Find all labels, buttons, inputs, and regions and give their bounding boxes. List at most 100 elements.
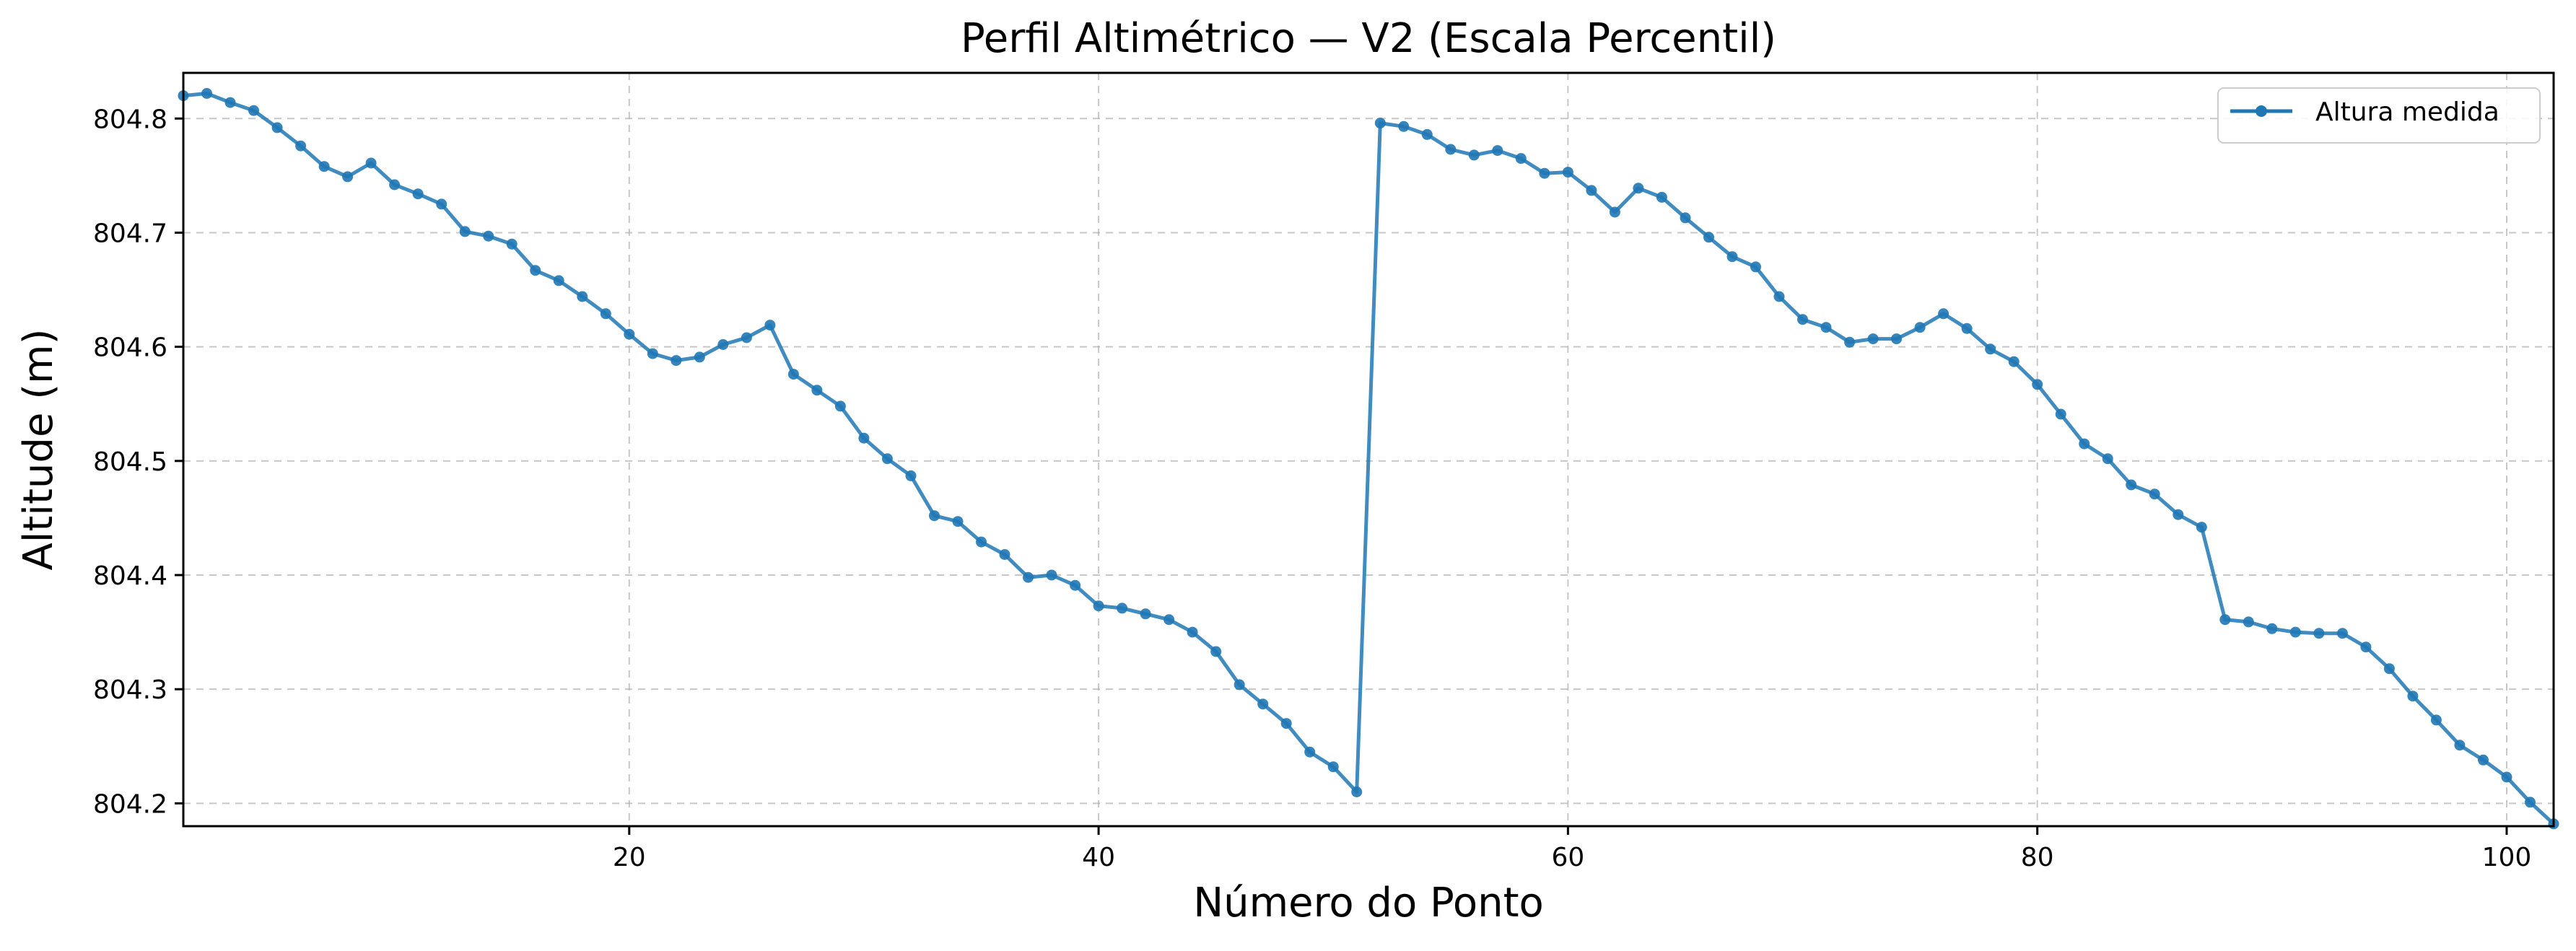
data-point <box>2008 356 2020 367</box>
data-point <box>2407 691 2419 702</box>
data-point <box>1680 212 1691 224</box>
y-tick-label: 804.3 <box>93 675 167 705</box>
data-point <box>647 348 658 359</box>
data-point <box>1750 261 1761 273</box>
data-point <box>295 140 307 152</box>
data-point <box>2501 771 2512 783</box>
data-point <box>1093 600 1104 612</box>
data-point <box>881 453 893 465</box>
data-point <box>1280 718 1292 729</box>
data-point <box>271 122 283 133</box>
data-point <box>2079 438 2090 450</box>
data-point <box>1070 579 1081 591</box>
data-point <box>1351 786 1363 797</box>
data-point <box>1515 153 1527 165</box>
data-point <box>1985 343 1996 355</box>
data-point <box>483 230 494 242</box>
data-point <box>1140 608 1151 620</box>
y-tick-label: 804.8 <box>93 105 167 134</box>
chart-title: Perfil Altimétrico — V2 (Escala Percenti… <box>961 15 1776 62</box>
data-point <box>1257 698 1269 710</box>
data-point <box>318 161 330 172</box>
y-tick-label: 804.2 <box>93 789 167 819</box>
data-point <box>1891 333 1903 345</box>
data-point <box>999 549 1010 560</box>
data-point <box>2055 408 2066 420</box>
legend-marker-sample <box>2256 105 2267 117</box>
data-point <box>929 510 940 522</box>
y-tick-label: 804.4 <box>93 561 167 591</box>
data-point <box>201 88 212 99</box>
grid <box>183 73 2554 826</box>
data-point <box>530 265 541 276</box>
data-point <box>1562 167 1573 178</box>
data-point <box>2454 740 2466 751</box>
data-point <box>600 308 611 320</box>
data-point <box>2430 714 2442 726</box>
x-tick-label: 40 <box>1082 843 1115 872</box>
data-point <box>1374 118 1386 129</box>
data-point <box>2478 754 2489 766</box>
data-point <box>1938 308 1950 320</box>
data-point <box>224 97 236 108</box>
data-point <box>1046 569 1057 581</box>
y-axis-ticks: 804.2 804.3 804.4 804.5 804.6 804.7 804.8 <box>93 105 183 819</box>
data-point <box>1445 144 1457 155</box>
data-point <box>1726 251 1738 263</box>
x-tick-label: 100 <box>2482 843 2532 872</box>
data-point <box>1797 314 1808 325</box>
legend-label: Altura medida <box>2315 97 2499 127</box>
data-point <box>787 369 799 380</box>
x-tick-label: 80 <box>2021 843 2054 872</box>
data-point <box>1633 183 1644 194</box>
data-point <box>1023 571 1034 583</box>
data-point <box>389 179 401 190</box>
data-point <box>1468 149 1480 161</box>
y-tick-label: 804.7 <box>93 219 167 248</box>
data-point <box>1867 333 1879 345</box>
data-point <box>1703 232 1714 243</box>
data-point <box>1163 614 1175 626</box>
data-point <box>1539 167 1550 179</box>
data-point <box>2032 379 2043 390</box>
x-axis-label: Número do Ponto <box>1193 880 1544 926</box>
data-point <box>1961 323 1973 334</box>
data-point <box>1234 679 1245 691</box>
data-point <box>1914 322 1926 333</box>
data-point <box>976 536 987 548</box>
data-point <box>2173 509 2184 520</box>
data-point <box>577 291 588 302</box>
data-point <box>2196 522 2207 533</box>
data-point <box>624 328 635 340</box>
data-point <box>1773 291 1785 302</box>
data-point <box>717 339 729 350</box>
data-point <box>1656 191 1667 203</box>
data-point <box>1327 761 1339 773</box>
legend: Altura medida <box>2217 87 2541 144</box>
data-point <box>741 332 752 343</box>
data-point <box>342 171 354 183</box>
data-point <box>811 385 823 396</box>
x-axis-ticks: 20 40 60 80 100 <box>613 826 2531 872</box>
data-point <box>2336 628 2348 639</box>
x-tick-label: 20 <box>613 843 646 872</box>
data-point <box>2360 641 2372 653</box>
data-point <box>2313 628 2325 639</box>
data-point <box>694 351 705 363</box>
data-point <box>2126 479 2137 491</box>
data-point <box>459 226 471 237</box>
data-point <box>905 470 917 481</box>
data-point <box>1586 185 1597 196</box>
data-point <box>2102 453 2113 465</box>
data-point <box>1117 602 1128 614</box>
data-point <box>834 400 846 412</box>
data-point <box>412 188 424 200</box>
data-point <box>952 516 964 527</box>
data-point <box>2219 614 2231 626</box>
data-point <box>764 320 776 331</box>
data-point <box>671 355 682 367</box>
data-point <box>1210 646 1222 657</box>
legend-box <box>2217 87 2541 144</box>
data-point <box>2243 616 2254 628</box>
data-point <box>436 198 447 210</box>
